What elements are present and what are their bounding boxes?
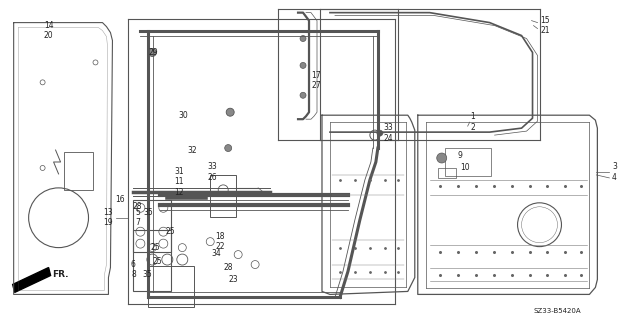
Bar [133,200,171,252]
Bar [148,266,194,307]
Text: 14
20: 14 20 [44,21,53,40]
Bar [444,148,491,176]
Text: 3
4: 3 4 [612,162,617,182]
Text: 29: 29 [148,48,158,57]
Text: 15
21: 15 21 [541,16,550,35]
Text: 35: 35 [143,208,153,217]
Text: 35: 35 [143,270,152,279]
Text: SZ33-B5420A: SZ33-B5420A [534,308,581,314]
Text: 25: 25 [153,257,162,266]
Text: 25: 25 [165,227,175,236]
Text: 25: 25 [150,243,160,252]
Text: 32: 32 [188,146,197,155]
Text: 23: 23 [228,275,238,284]
Bar [133,230,171,292]
Text: 10: 10 [460,164,470,172]
Bar [437,168,456,178]
Text: 6
8: 6 8 [131,260,136,279]
Circle shape [226,108,234,116]
Circle shape [224,145,231,152]
Bar [210,175,236,217]
Circle shape [377,130,383,136]
Text: 28: 28 [133,202,142,211]
Text: 34: 34 [211,249,221,258]
Text: 9: 9 [457,150,462,160]
Circle shape [300,36,306,42]
Bar [63,152,93,190]
Text: 31
11
12: 31 11 12 [174,167,184,197]
Circle shape [148,49,157,56]
Text: 30: 30 [178,111,188,120]
Text: FR.: FR. [53,270,69,279]
Circle shape [437,153,447,163]
Text: 16: 16 [115,195,126,204]
Text: 5
7: 5 7 [135,208,140,228]
Text: 13
19: 13 19 [103,208,113,228]
Polygon shape [13,268,51,292]
Text: 33
26: 33 26 [207,162,217,182]
Text: 17
27: 17 27 [311,71,321,90]
Text: 28: 28 [223,263,233,272]
Text: 1
2: 1 2 [470,112,475,132]
Text: 33
24: 33 24 [383,124,392,143]
Text: 18
22: 18 22 [216,232,225,251]
Circle shape [300,92,306,98]
Circle shape [300,62,306,68]
